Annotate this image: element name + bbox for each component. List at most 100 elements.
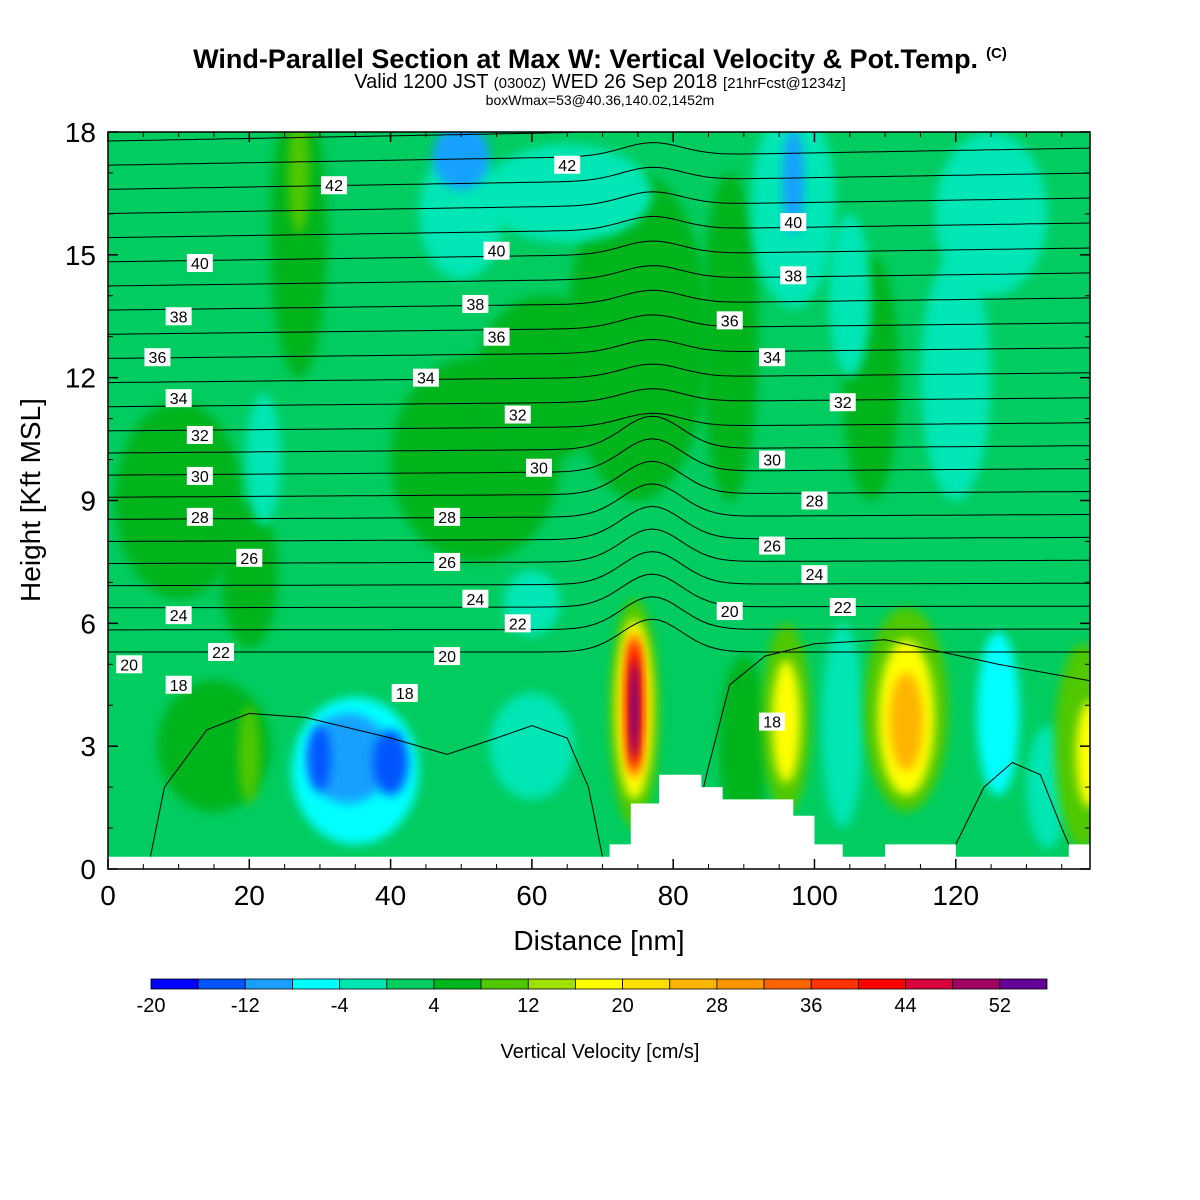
theta-label: 30: [525, 458, 552, 478]
theta-label: 32: [186, 425, 213, 445]
theta-label: 38: [462, 294, 489, 314]
w-region: [1075, 701, 1090, 808]
chart-subtitle: Valid 1200 JST (0300Z) WED 26 Sep 2018 […: [0, 71, 1200, 94]
colorbar-swatch: [292, 978, 341, 990]
terrain-profile: [108, 774, 1090, 869]
theta-label-text: 34: [170, 391, 188, 408]
theta-label: 36: [716, 311, 743, 330]
valid-utc: (0300Z): [493, 75, 547, 92]
theta-label-text: 18: [170, 678, 188, 695]
w-region: [889, 672, 924, 771]
colorbar-tick-label: 44: [894, 995, 916, 1017]
theta-label-text: 18: [396, 686, 414, 703]
theta-label-text: 40: [784, 215, 802, 232]
colorbar-swatch: [433, 978, 482, 990]
theta-label: 20: [434, 647, 461, 666]
w-region: [372, 729, 409, 796]
valid-date: WED 26 Sep 2018: [551, 71, 718, 93]
theta-label: 40: [483, 241, 510, 261]
theta-label-text: 24: [806, 567, 824, 584]
theta-contour: [108, 166, 1090, 190]
theta-label: 40: [780, 213, 807, 232]
theta-contour: [108, 528, 1090, 565]
w-region: [221, 500, 278, 648]
theta-label-text: 22: [834, 600, 852, 617]
colorbar-tick-label: 36: [800, 995, 822, 1017]
colorbar-swatch: [857, 978, 906, 990]
theta-contour: [108, 363, 1090, 384]
w-region: [1054, 643, 1090, 849]
x-tick-label: 20: [234, 880, 265, 911]
x-tick-label: 40: [375, 880, 406, 911]
theta-label-text: 28: [191, 510, 209, 527]
x-tick-label: 0: [100, 880, 116, 911]
w-region: [432, 132, 490, 190]
theta-label-text: 20: [721, 604, 739, 621]
theta-label: 42: [321, 176, 348, 195]
x-tick-label: 100: [791, 880, 838, 911]
w-region: [772, 660, 801, 784]
theta-label: 32: [829, 393, 856, 412]
theta-label-text: 34: [763, 350, 781, 367]
colorbar-tick-label: -20: [137, 995, 166, 1017]
terrain: [108, 774, 1090, 869]
theta-label: 22: [829, 597, 856, 617]
copyright-mark: (C): [986, 45, 1007, 62]
theta-label: 36: [144, 348, 171, 367]
theta-label-text: 28: [438, 510, 456, 527]
colorbar-swatch: [810, 978, 859, 990]
theta-contour-low: [955, 761, 1070, 845]
w-region: [701, 172, 758, 501]
colorbar-tick-label: 12: [517, 995, 539, 1017]
colorbar-tick-label: -12: [231, 995, 260, 1017]
theta-contour: [108, 438, 1090, 476]
theta-contour: [108, 505, 1090, 542]
theta-contour-low: [686, 639, 1090, 857]
x-axis-label: Distance [nm]: [513, 925, 684, 956]
colorbar-tick-label: 28: [706, 995, 728, 1017]
theta-contour: [108, 618, 1090, 653]
colorbar-label: Vertical Velocity [cm/s]: [501, 1041, 700, 1063]
theta-label-text: 38: [466, 297, 484, 314]
theta-label: 30: [759, 450, 786, 470]
colorbar-swatch: [150, 978, 199, 990]
y-tick-label: 3: [80, 731, 96, 762]
colorbar-swatch: [669, 978, 718, 990]
theta-label-text: 20: [438, 649, 456, 666]
theta-label: 18: [759, 712, 786, 732]
theta-label: 18: [391, 683, 418, 703]
theta-label: 30: [186, 466, 213, 486]
colorbar-swatch: [763, 978, 812, 990]
theta-label-text: 32: [509, 408, 527, 425]
theta-label: 32: [504, 405, 531, 425]
w-region: [115, 402, 243, 599]
theta-contour: [108, 191, 1090, 214]
theta-label-text: 42: [325, 178, 343, 195]
theta-contour: [108, 215, 1090, 239]
w-region: [482, 144, 652, 243]
theta-label: 26: [759, 536, 786, 556]
theta-label-text: 18: [763, 715, 781, 732]
theta-label-text: 38: [170, 309, 188, 326]
theta-label-text: 22: [509, 616, 527, 633]
theta-contour: [108, 388, 1090, 408]
theta-label: 22: [208, 642, 235, 662]
theta-contour: [108, 596, 1090, 631]
colorbar-swatch: [952, 978, 1001, 990]
theta-label-text: 26: [438, 555, 456, 572]
theta-label-text: 30: [191, 469, 209, 486]
colorbar-tick-label: 4: [428, 995, 439, 1017]
theta-contour: [108, 132, 583, 142]
theta-contour: [108, 142, 1090, 166]
w-region: [821, 623, 864, 829]
theta-label: 28: [801, 491, 828, 511]
theta-label-text: 26: [763, 539, 781, 556]
y-tick-label: 9: [80, 486, 96, 517]
colorbar-swatch: [575, 978, 623, 990]
colorbar-swatch: [622, 978, 671, 990]
x-tick-label: 80: [658, 880, 689, 911]
colorbar-swatch: [386, 978, 435, 990]
colorbar-tick-label: 20: [611, 995, 633, 1017]
w-region: [238, 705, 260, 804]
